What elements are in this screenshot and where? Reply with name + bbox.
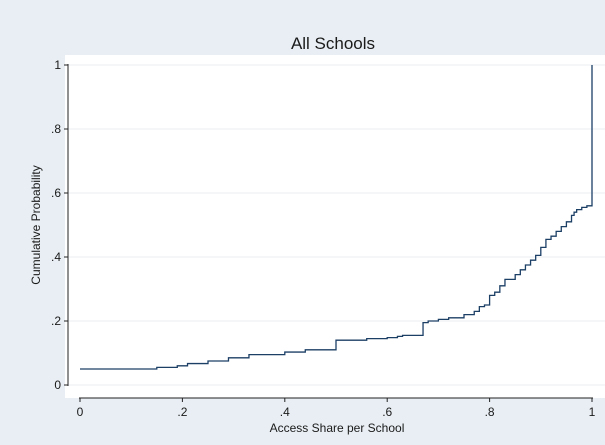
- y-tick-label-2: .4: [51, 250, 61, 264]
- x-tick-label-3: .6: [382, 405, 392, 419]
- data-series: [80, 65, 593, 370]
- y-tick-label-4: .8: [51, 122, 61, 136]
- chart-title: All Schools: [291, 34, 375, 53]
- axes: [67, 64, 593, 399]
- y-tick-label-3: .6: [51, 186, 61, 200]
- plot-area: [65, 55, 605, 398]
- grid-lines: [65, 64, 605, 386]
- y-axis-label: Cumulative Probability: [29, 165, 43, 284]
- x-tick-label-2: .4: [280, 405, 290, 419]
- x-tick-label-1: .2: [177, 405, 187, 419]
- y-tick-label-0: 0: [54, 378, 61, 392]
- x-axis-label: Access Share per School: [270, 421, 405, 435]
- series-line-0: [80, 65, 593, 370]
- y-tick-label-1: .2: [51, 314, 61, 328]
- x-axis-ticks: 0 .2 .4 .6 .8 1: [77, 398, 596, 419]
- x-tick-label-5: 1: [589, 405, 596, 419]
- x-tick-label-0: 0: [77, 405, 84, 419]
- y-axis-ticks: 0 .2 .4 .6 .8 1: [51, 58, 68, 392]
- y-tick-label-5: 1: [54, 58, 61, 72]
- x-tick-label-4: .8: [485, 405, 495, 419]
